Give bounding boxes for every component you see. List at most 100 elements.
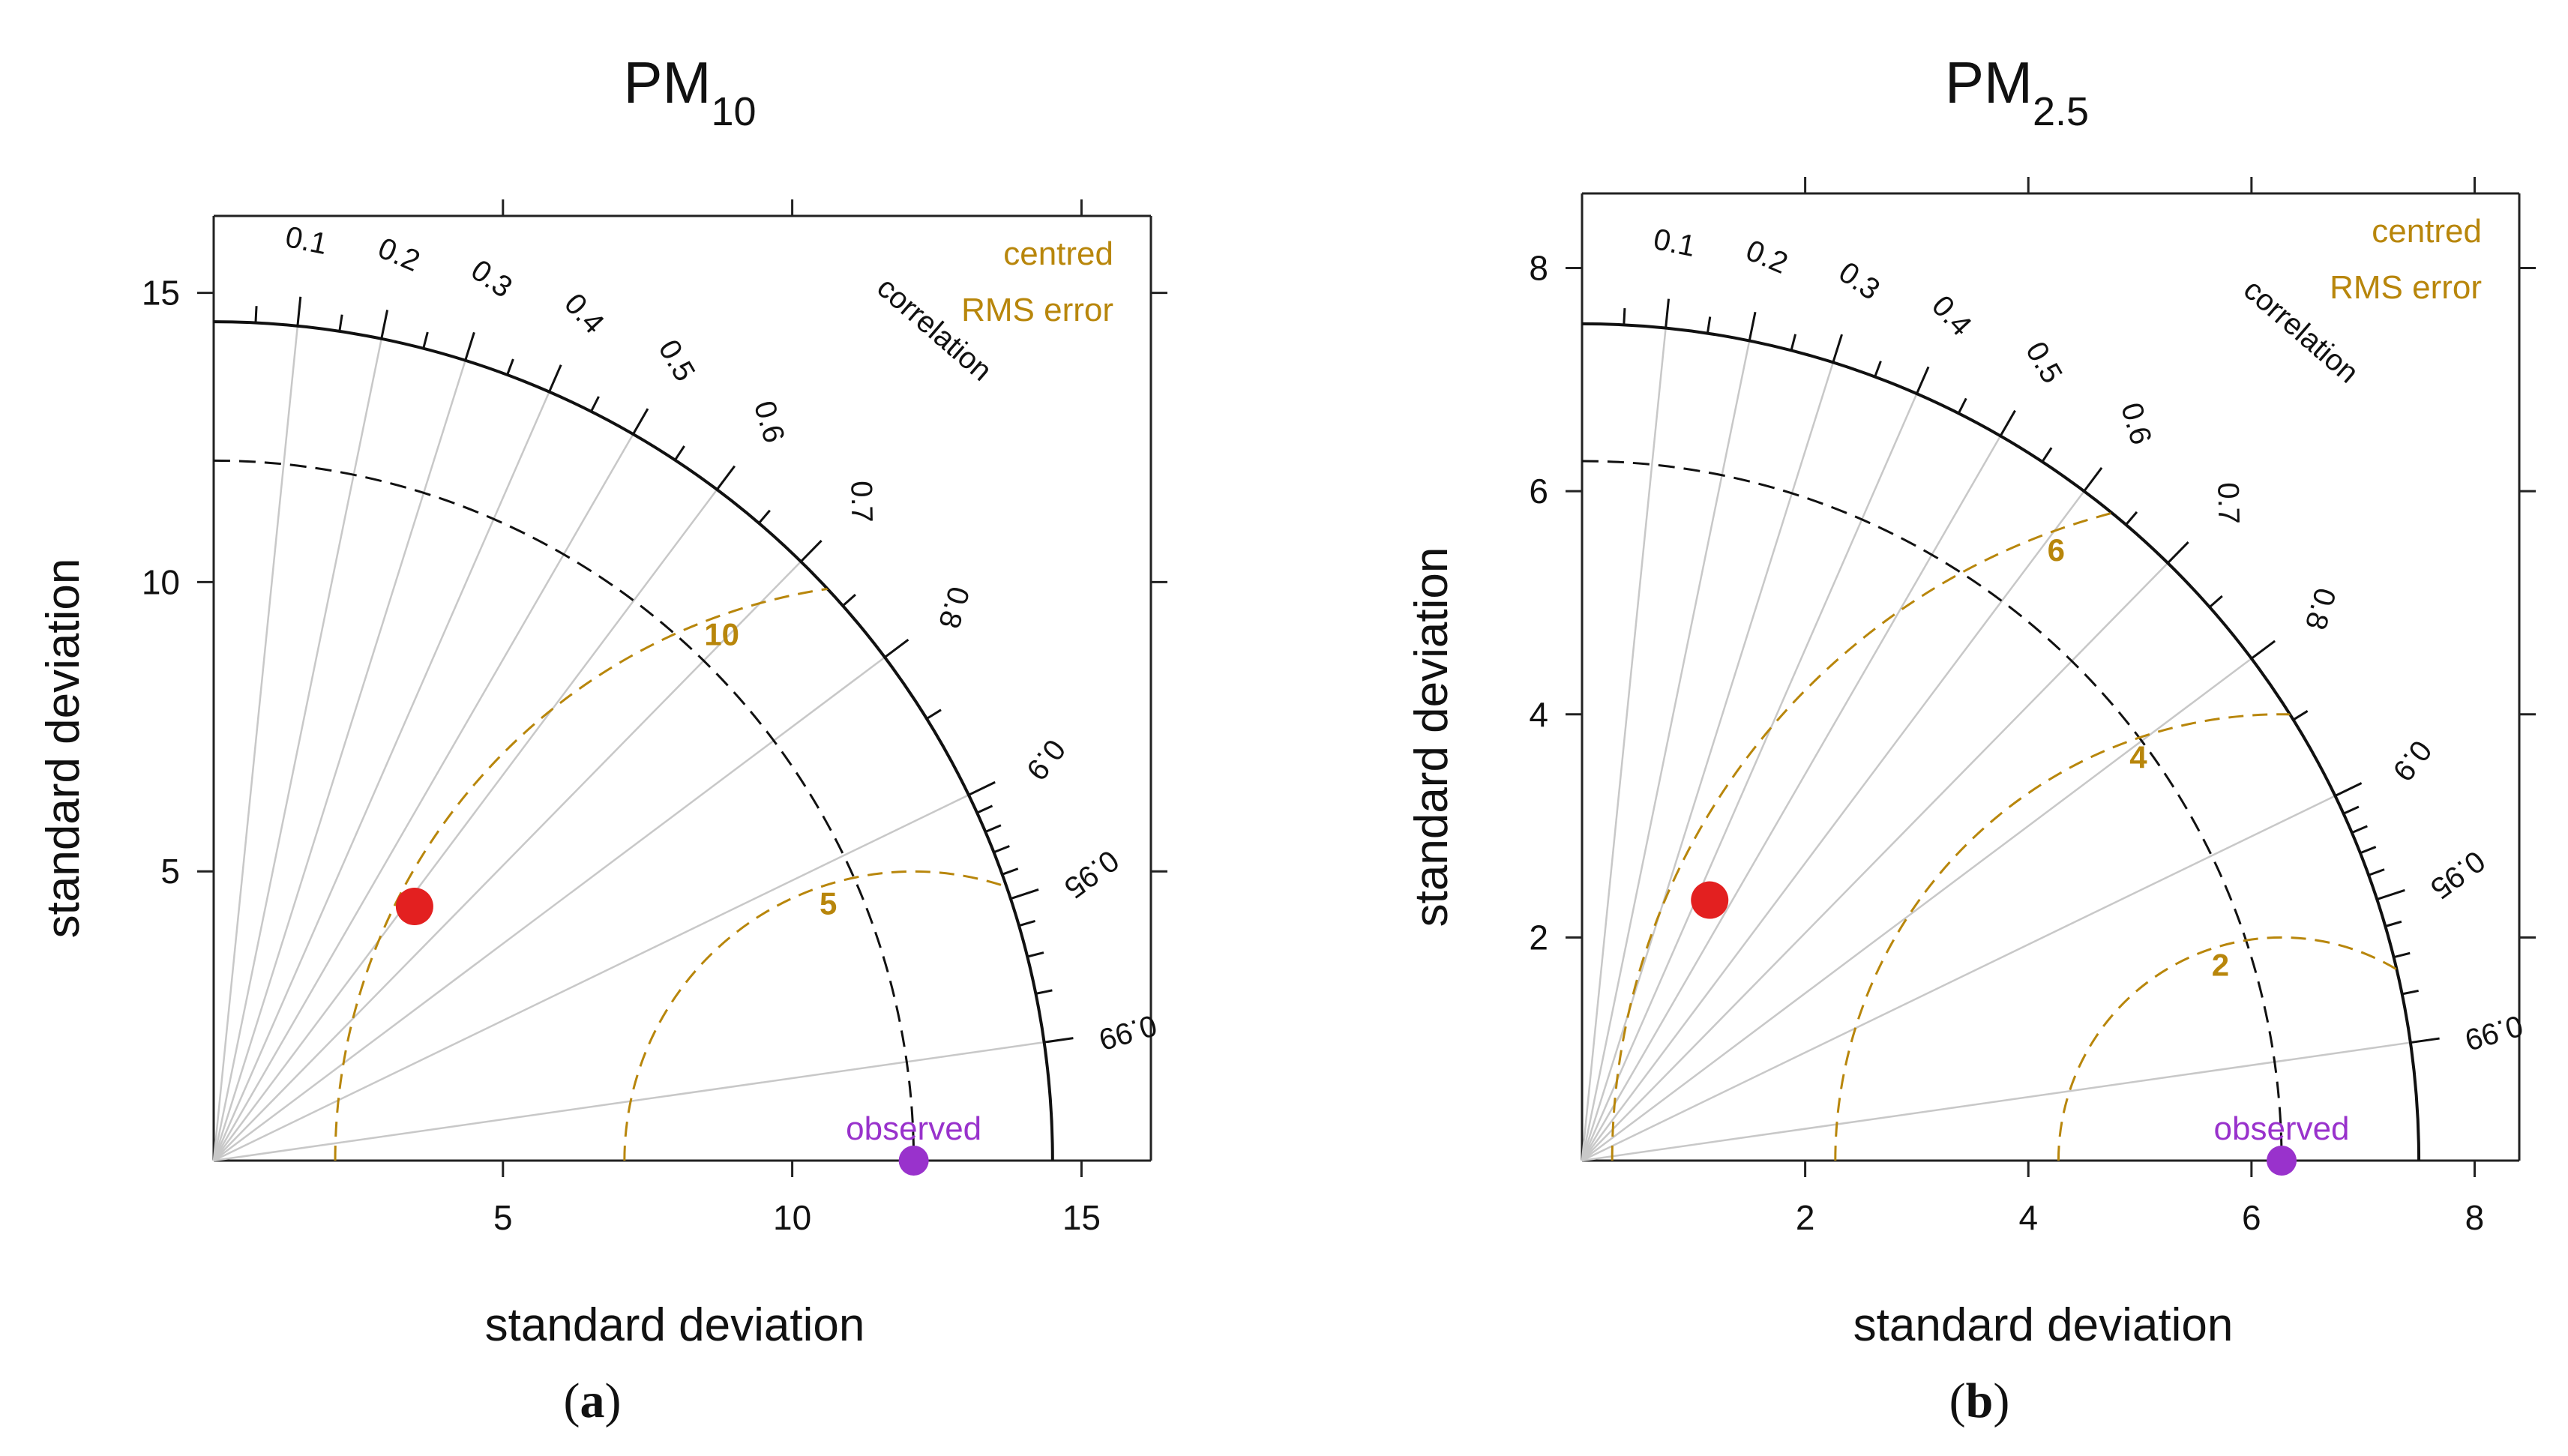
- panel-label-letter: a: [580, 1374, 605, 1428]
- max-sd-arc: [1581, 322, 2421, 1161]
- rms-legend-line2: RMS error: [961, 292, 1113, 328]
- rms-legend-line1: centred: [1003, 235, 1113, 272]
- observed-point: [2267, 1146, 2297, 1176]
- correlation-tick-minor: [2385, 920, 2402, 927]
- x-tick-label: 6: [2242, 1198, 2261, 1237]
- correlation-tick-minor: [506, 358, 514, 376]
- correlation-tick-minor: [1957, 397, 1967, 414]
- correlation-tick-label: 0.95: [1058, 843, 1125, 905]
- correlation-ray: [212, 325, 299, 1161]
- correlation-tick-label: 0.5: [652, 334, 702, 387]
- correlation-tick-label: 0.1: [1651, 223, 1698, 263]
- correlation-tick-minor: [2360, 846, 2377, 855]
- x-tick-label: 5: [493, 1198, 513, 1237]
- observed-point: [898, 1146, 929, 1176]
- correlation-tick-minor: [976, 804, 993, 814]
- x-tick-label: 8: [2465, 1198, 2485, 1237]
- correlation-tick-minor: [2368, 868, 2385, 876]
- x-axis-label: standard deviation: [485, 1299, 865, 1351]
- correlation-tick-label: 0.8: [932, 583, 975, 632]
- y-tick-label: 10: [142, 562, 180, 601]
- correlation-ray: [212, 391, 550, 1161]
- correlation-ray: [1581, 490, 2085, 1161]
- correlation-tick-label: 0.95: [2424, 844, 2491, 906]
- correlation-tick-major: [2334, 782, 2363, 797]
- correlation-tick-label: 0.9: [2386, 734, 2438, 787]
- correlation-tick-label: 0.9: [1020, 733, 1071, 786]
- correlation-tick-label: 0.5: [2019, 337, 2069, 389]
- correlation-ray: [1581, 328, 1667, 1161]
- panel-label: (a): [564, 1374, 622, 1428]
- correlation-ray: [1581, 393, 1918, 1161]
- correlation-rays: [212, 325, 1044, 1162]
- correlation-ray: [213, 656, 885, 1161]
- correlation-tick-major: [800, 539, 823, 563]
- panel-label-letter: b: [1966, 1374, 1994, 1428]
- correlation-tick-major: [632, 408, 649, 435]
- correlation-tick-label: 0.3: [1832, 256, 1886, 307]
- correlation-tick-major: [2410, 1037, 2440, 1044]
- reference-sd-arc: [1581, 460, 2283, 1161]
- correlation-tick-major: [1832, 334, 1843, 363]
- rms-legend-line2: RMS error: [2330, 269, 2482, 306]
- observed-label: observed: [846, 1110, 981, 1147]
- correlation-tick-major: [1665, 298, 1671, 328]
- correlation-tick-minor: [984, 824, 1002, 833]
- correlation-tick-minor: [1035, 989, 1053, 995]
- correlation-tick-major: [1748, 311, 1757, 341]
- correlation-tick-minor: [674, 445, 685, 461]
- correlation-tick-label: 0.1: [283, 220, 330, 261]
- correlation-tick-major: [2167, 541, 2189, 565]
- y-tick-label: 6: [1529, 472, 1548, 511]
- correlation-tick-label: 0.2: [373, 232, 424, 278]
- correlation-tick-major: [2083, 466, 2103, 493]
- correlation-tick-label: 0.3: [465, 253, 518, 304]
- axes-frame: [1581, 192, 2521, 1162]
- rms-contour-label: 6: [2048, 532, 2065, 568]
- correlation-tick-major: [464, 331, 475, 361]
- model-point: [1691, 881, 1729, 919]
- correlation-ray: [1581, 562, 2169, 1161]
- correlation-tick-label: 0.4: [1925, 289, 1978, 343]
- reference-sd-arc: [213, 459, 915, 1161]
- rms-contour: [1835, 715, 2568, 1161]
- rms-legend-line1: centred: [2372, 213, 2482, 250]
- rms-contour-label: 10: [704, 617, 739, 652]
- correlation-ray: [213, 794, 969, 1162]
- correlation-ray: [212, 360, 466, 1161]
- correlation-tick-minor: [1874, 361, 1882, 378]
- correlation-ray: [1581, 658, 2252, 1161]
- panel-label: (b): [1949, 1374, 2010, 1428]
- correlation-tick-minor: [2351, 825, 2368, 834]
- x-tick-label: 4: [2018, 1198, 2038, 1237]
- chart-title-main: PM: [1945, 49, 2033, 115]
- observed-label: observed: [2214, 1110, 2350, 1147]
- correlation-tick-major: [716, 465, 736, 490]
- taylor-panel-b: PM2.5 2 4 6 8 2 4 6 8 standard deviation standard …: [1406, 49, 2568, 1428]
- correlation-tick-major: [548, 364, 562, 393]
- rms-contour: [1612, 491, 2568, 1161]
- correlation-tick-minor: [758, 509, 771, 524]
- correlation-tick-minor: [1002, 867, 1019, 876]
- correlation-tick-label: 0.6: [748, 397, 791, 447]
- x-tick-label: 10: [773, 1198, 811, 1237]
- correlation-tick-major: [1044, 1037, 1074, 1044]
- correlation-tick-minor: [2393, 951, 2411, 959]
- correlation-tick-minor: [2209, 595, 2223, 608]
- correlation-tick-minor: [2343, 805, 2360, 815]
- correlation-tick-minor: [422, 331, 429, 349]
- rms-contours: [334, 580, 1053, 1161]
- rms-contour: [334, 580, 1053, 1161]
- panel-label-close: ): [605, 1374, 622, 1428]
- axes-frame: [212, 214, 1152, 1162]
- panel-label-close: ): [1993, 1374, 2009, 1428]
- correlation-tick-label: 0.7: [844, 481, 878, 523]
- correlation-tick-minor: [1790, 334, 1797, 351]
- chart-title-subscript: 2.5: [2033, 89, 2089, 134]
- correlation-tick-minor: [1018, 920, 1035, 927]
- correlation-tick-label: 0.4: [558, 287, 610, 340]
- correlation-tick-minor: [842, 594, 856, 607]
- correlation-tick-label: 0.2: [1741, 234, 1792, 280]
- correlation-tick-label: 0.99: [2462, 1008, 2527, 1056]
